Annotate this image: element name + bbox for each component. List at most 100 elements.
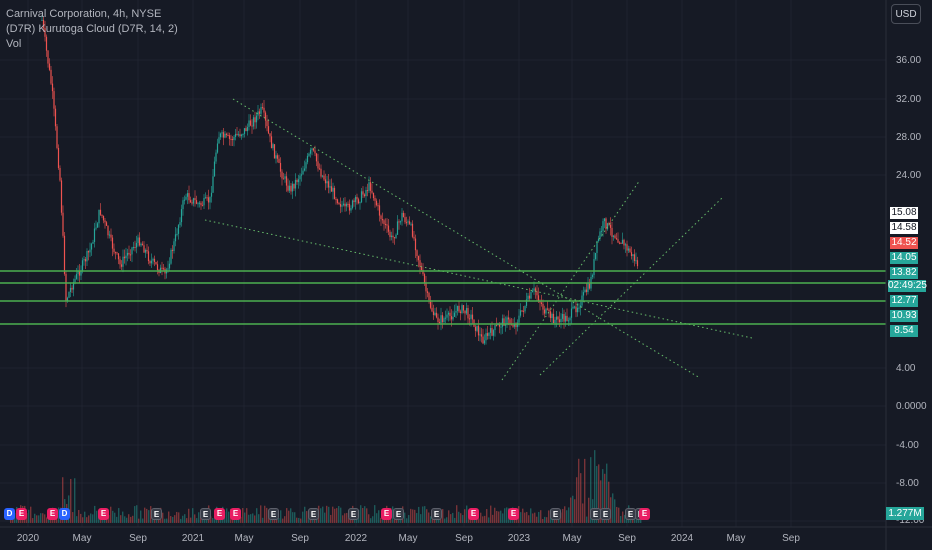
candle-body (201, 205, 204, 207)
candle-body (242, 133, 244, 135)
candle-body (218, 137, 220, 144)
candle-body (53, 91, 55, 109)
earnings-marker-icon[interactable]: E (16, 508, 27, 520)
earnings-marker-icon[interactable]: E (348, 508, 359, 520)
earnings-marker-icon[interactable]: E (508, 508, 519, 520)
x-tick: Sep (455, 533, 473, 544)
earnings-marker-icon[interactable]: E (431, 508, 442, 520)
candle-body (134, 247, 136, 249)
indicator-title[interactable]: (D7R) Kurutoga Cloud (D7R, 14, 2) (6, 23, 178, 35)
volume-bar (380, 517, 382, 523)
candle-body (545, 308, 547, 314)
candle-body (417, 256, 420, 261)
volume-bar (366, 508, 368, 523)
volume-bar (416, 513, 418, 523)
candle-body (414, 238, 417, 251)
earnings-marker-icon[interactable]: E (600, 508, 611, 520)
candle-body (585, 289, 588, 293)
earnings-marker-icon[interactable]: E (214, 508, 225, 520)
volume-bar (500, 510, 502, 523)
volume-bar (574, 499, 576, 523)
volume-bar (586, 516, 588, 523)
dividend-marker-icon[interactable]: D (4, 508, 15, 520)
earnings-marker-icon[interactable]: E (308, 508, 319, 520)
volume-bar (338, 506, 340, 523)
candle-body (588, 283, 591, 289)
candle-body (429, 299, 432, 308)
candle-body (552, 313, 555, 324)
volume-bar (404, 512, 406, 523)
candle-body (632, 254, 634, 257)
price-label: 14.52 (890, 237, 918, 249)
candle-body (311, 148, 313, 150)
candle-body (312, 148, 315, 151)
candle-body (408, 221, 411, 224)
candle-body (413, 236, 415, 239)
volume-bar (134, 506, 136, 523)
candle-body (423, 274, 426, 284)
volume-bar (58, 507, 60, 523)
candle-body (567, 320, 570, 322)
volume-bar (322, 506, 324, 523)
earnings-marker-icon[interactable]: E (468, 508, 479, 520)
candle-body (462, 305, 465, 311)
candle-body (321, 175, 324, 177)
candle-body (251, 125, 253, 127)
volume-bar (412, 509, 414, 523)
volume-bar (324, 512, 326, 523)
volume-bar (210, 516, 212, 523)
earnings-marker-icon[interactable]: E (393, 508, 404, 520)
candle-body (338, 202, 340, 204)
candle-body (599, 231, 601, 239)
volume-bar (118, 508, 120, 523)
candle-body (390, 235, 393, 238)
candle-body (269, 133, 271, 137)
candle-body (555, 316, 558, 320)
symbol-title[interactable]: Carnival Corporation, 4h, NYSE (6, 8, 162, 20)
volume-bar (496, 511, 498, 523)
candle-body (135, 242, 138, 248)
candle-body (407, 221, 409, 223)
volume-bar (190, 517, 192, 523)
candle-body (80, 270, 82, 276)
candle-body (380, 215, 382, 219)
volume-bar (248, 514, 250, 523)
volume-bar (430, 516, 432, 523)
candles (41, 15, 639, 346)
earnings-marker-icon[interactable]: E (200, 508, 211, 520)
volume-bar (300, 518, 302, 523)
volume-bar (374, 505, 376, 523)
earnings-marker-icon[interactable]: E (381, 508, 392, 520)
dividend-marker-icon[interactable]: D (59, 508, 70, 520)
candle-body (170, 249, 172, 264)
earnings-marker-icon[interactable]: E (230, 508, 241, 520)
volume-bar (606, 463, 608, 523)
candle-body (435, 312, 438, 318)
candle-body (51, 83, 54, 92)
volume-bar (272, 518, 274, 523)
candle-body (548, 309, 550, 312)
currency-button[interactable]: USD (891, 4, 921, 24)
earnings-marker-icon[interactable]: E (639, 508, 650, 520)
volume-title[interactable]: Vol (6, 38, 22, 50)
candle-body (180, 209, 183, 223)
earnings-marker-icon[interactable]: E (268, 508, 279, 520)
volume-bar (188, 508, 190, 523)
volume-bar (534, 512, 536, 523)
candle-body (353, 200, 355, 203)
volume-bar (168, 511, 170, 523)
earnings-marker-icon[interactable]: E (98, 508, 109, 520)
earnings-marker-icon[interactable]: E (550, 508, 561, 520)
volume-bar (92, 514, 94, 523)
countdown-label: 02:49:25 (888, 280, 927, 292)
earnings-marker-icon[interactable]: E (151, 508, 162, 520)
candle-body (249, 120, 252, 126)
candle-body (609, 224, 612, 228)
volume-bar (448, 510, 450, 523)
candle-body (497, 324, 499, 326)
candle-body (587, 283, 589, 293)
candle-body (287, 185, 289, 191)
earnings-marker-icon[interactable]: E (47, 508, 58, 520)
candle-body (288, 185, 291, 191)
